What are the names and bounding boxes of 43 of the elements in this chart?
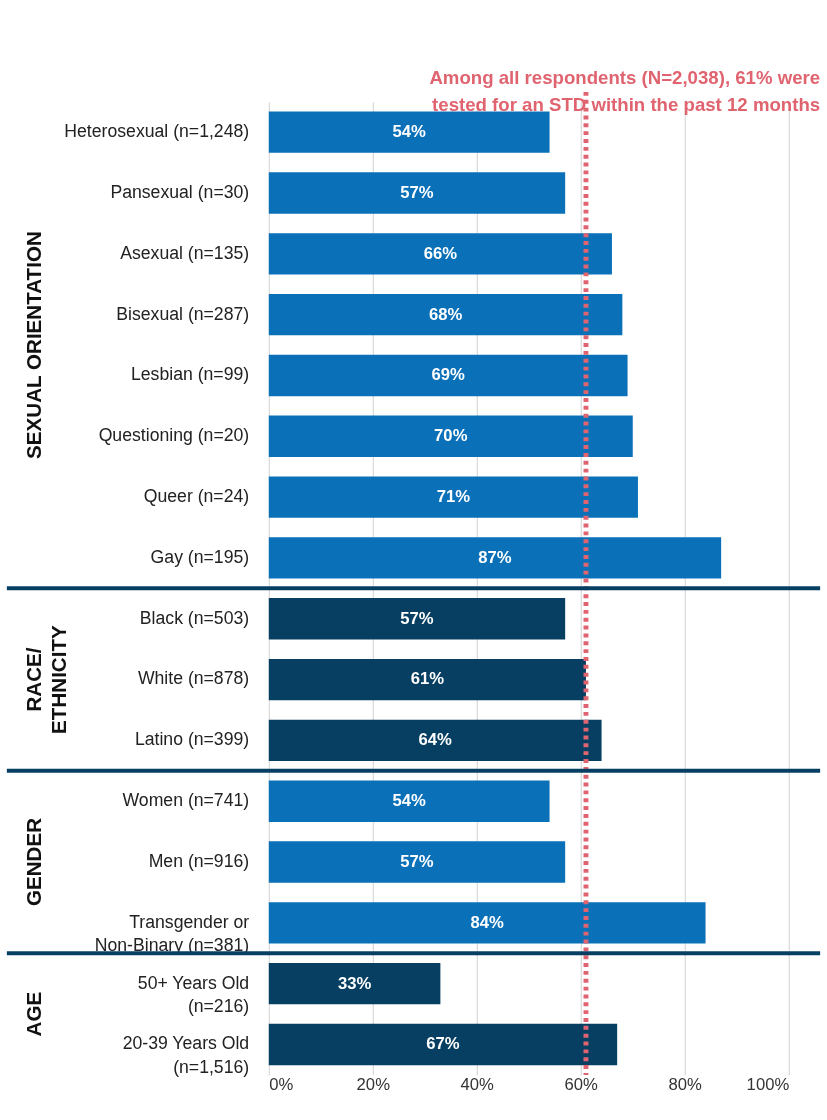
data-label: 66% <box>423 243 458 263</box>
y-tick-label: Women (n=741) <box>122 790 250 811</box>
data-label: 67% <box>426 1034 460 1054</box>
y-tick-label: 20-39 Years Old (n=1,516) <box>122 1033 250 1077</box>
y-tick-label: Men (n=916) <box>148 850 250 871</box>
y-tick-label: Transgender or Non-Binary (n=381) <box>94 911 250 956</box>
x-tick-label: 80% <box>668 1075 703 1095</box>
data-label: 87% <box>478 547 512 567</box>
text: AGE <box>22 991 46 1037</box>
data-label: 64% <box>418 730 453 750</box>
y-tick-label: White (n=878) <box>137 668 250 689</box>
y-tick-label: Heterosexual (n=1,248) <box>64 121 250 142</box>
y-tick-label: Bisexual (n=287) <box>116 303 250 324</box>
x-tick-label: 60% <box>564 1075 599 1095</box>
text: RACE/ ETHNICITY <box>22 624 70 734</box>
data-label: 57% <box>400 851 434 871</box>
data-label: 57% <box>400 182 434 202</box>
y-tick-label: Black (n=503) <box>139 607 250 628</box>
ref-line-label: Among all respondents (N=2,038), 61% were tested for an STD within the past 12 months <box>429 67 821 115</box>
x-tick-label: 100% <box>746 1075 790 1095</box>
y-tick-label: Asexual (n=135) <box>120 242 250 263</box>
x-tick-label: 20% <box>356 1075 391 1095</box>
y-tick-label: Latino (n=399) <box>134 729 250 750</box>
data-label: 71% <box>436 487 471 507</box>
data-label: 33% <box>337 973 372 993</box>
x-tick-label: 40% <box>460 1075 495 1095</box>
y-tick-label: Lesbian (n=99) <box>130 364 250 385</box>
data-label: 69% <box>431 365 466 385</box>
data-label: 84% <box>470 912 505 932</box>
data-label: 57% <box>400 608 434 628</box>
data-label: 70% <box>434 426 468 446</box>
data-label: 61% <box>410 669 445 689</box>
text: GENDER <box>22 817 46 907</box>
x-tick-label: 0% <box>269 1075 294 1095</box>
y-tick-label: Queer (n=24) <box>143 486 250 507</box>
y-tick-label: Questioning (n=20) <box>98 425 250 446</box>
data-label: 54% <box>392 791 427 811</box>
y-tick-label: Gay (n=195) <box>150 546 250 567</box>
y-tick-label: Pansexual (n=30) <box>110 181 250 202</box>
data-label: 68% <box>428 304 463 324</box>
y-tick-label: 50+ Years Old (n=216) <box>137 972 250 1017</box>
data-label: 54% <box>392 122 427 142</box>
text: SEXUAL ORIENTATION <box>22 231 46 459</box>
